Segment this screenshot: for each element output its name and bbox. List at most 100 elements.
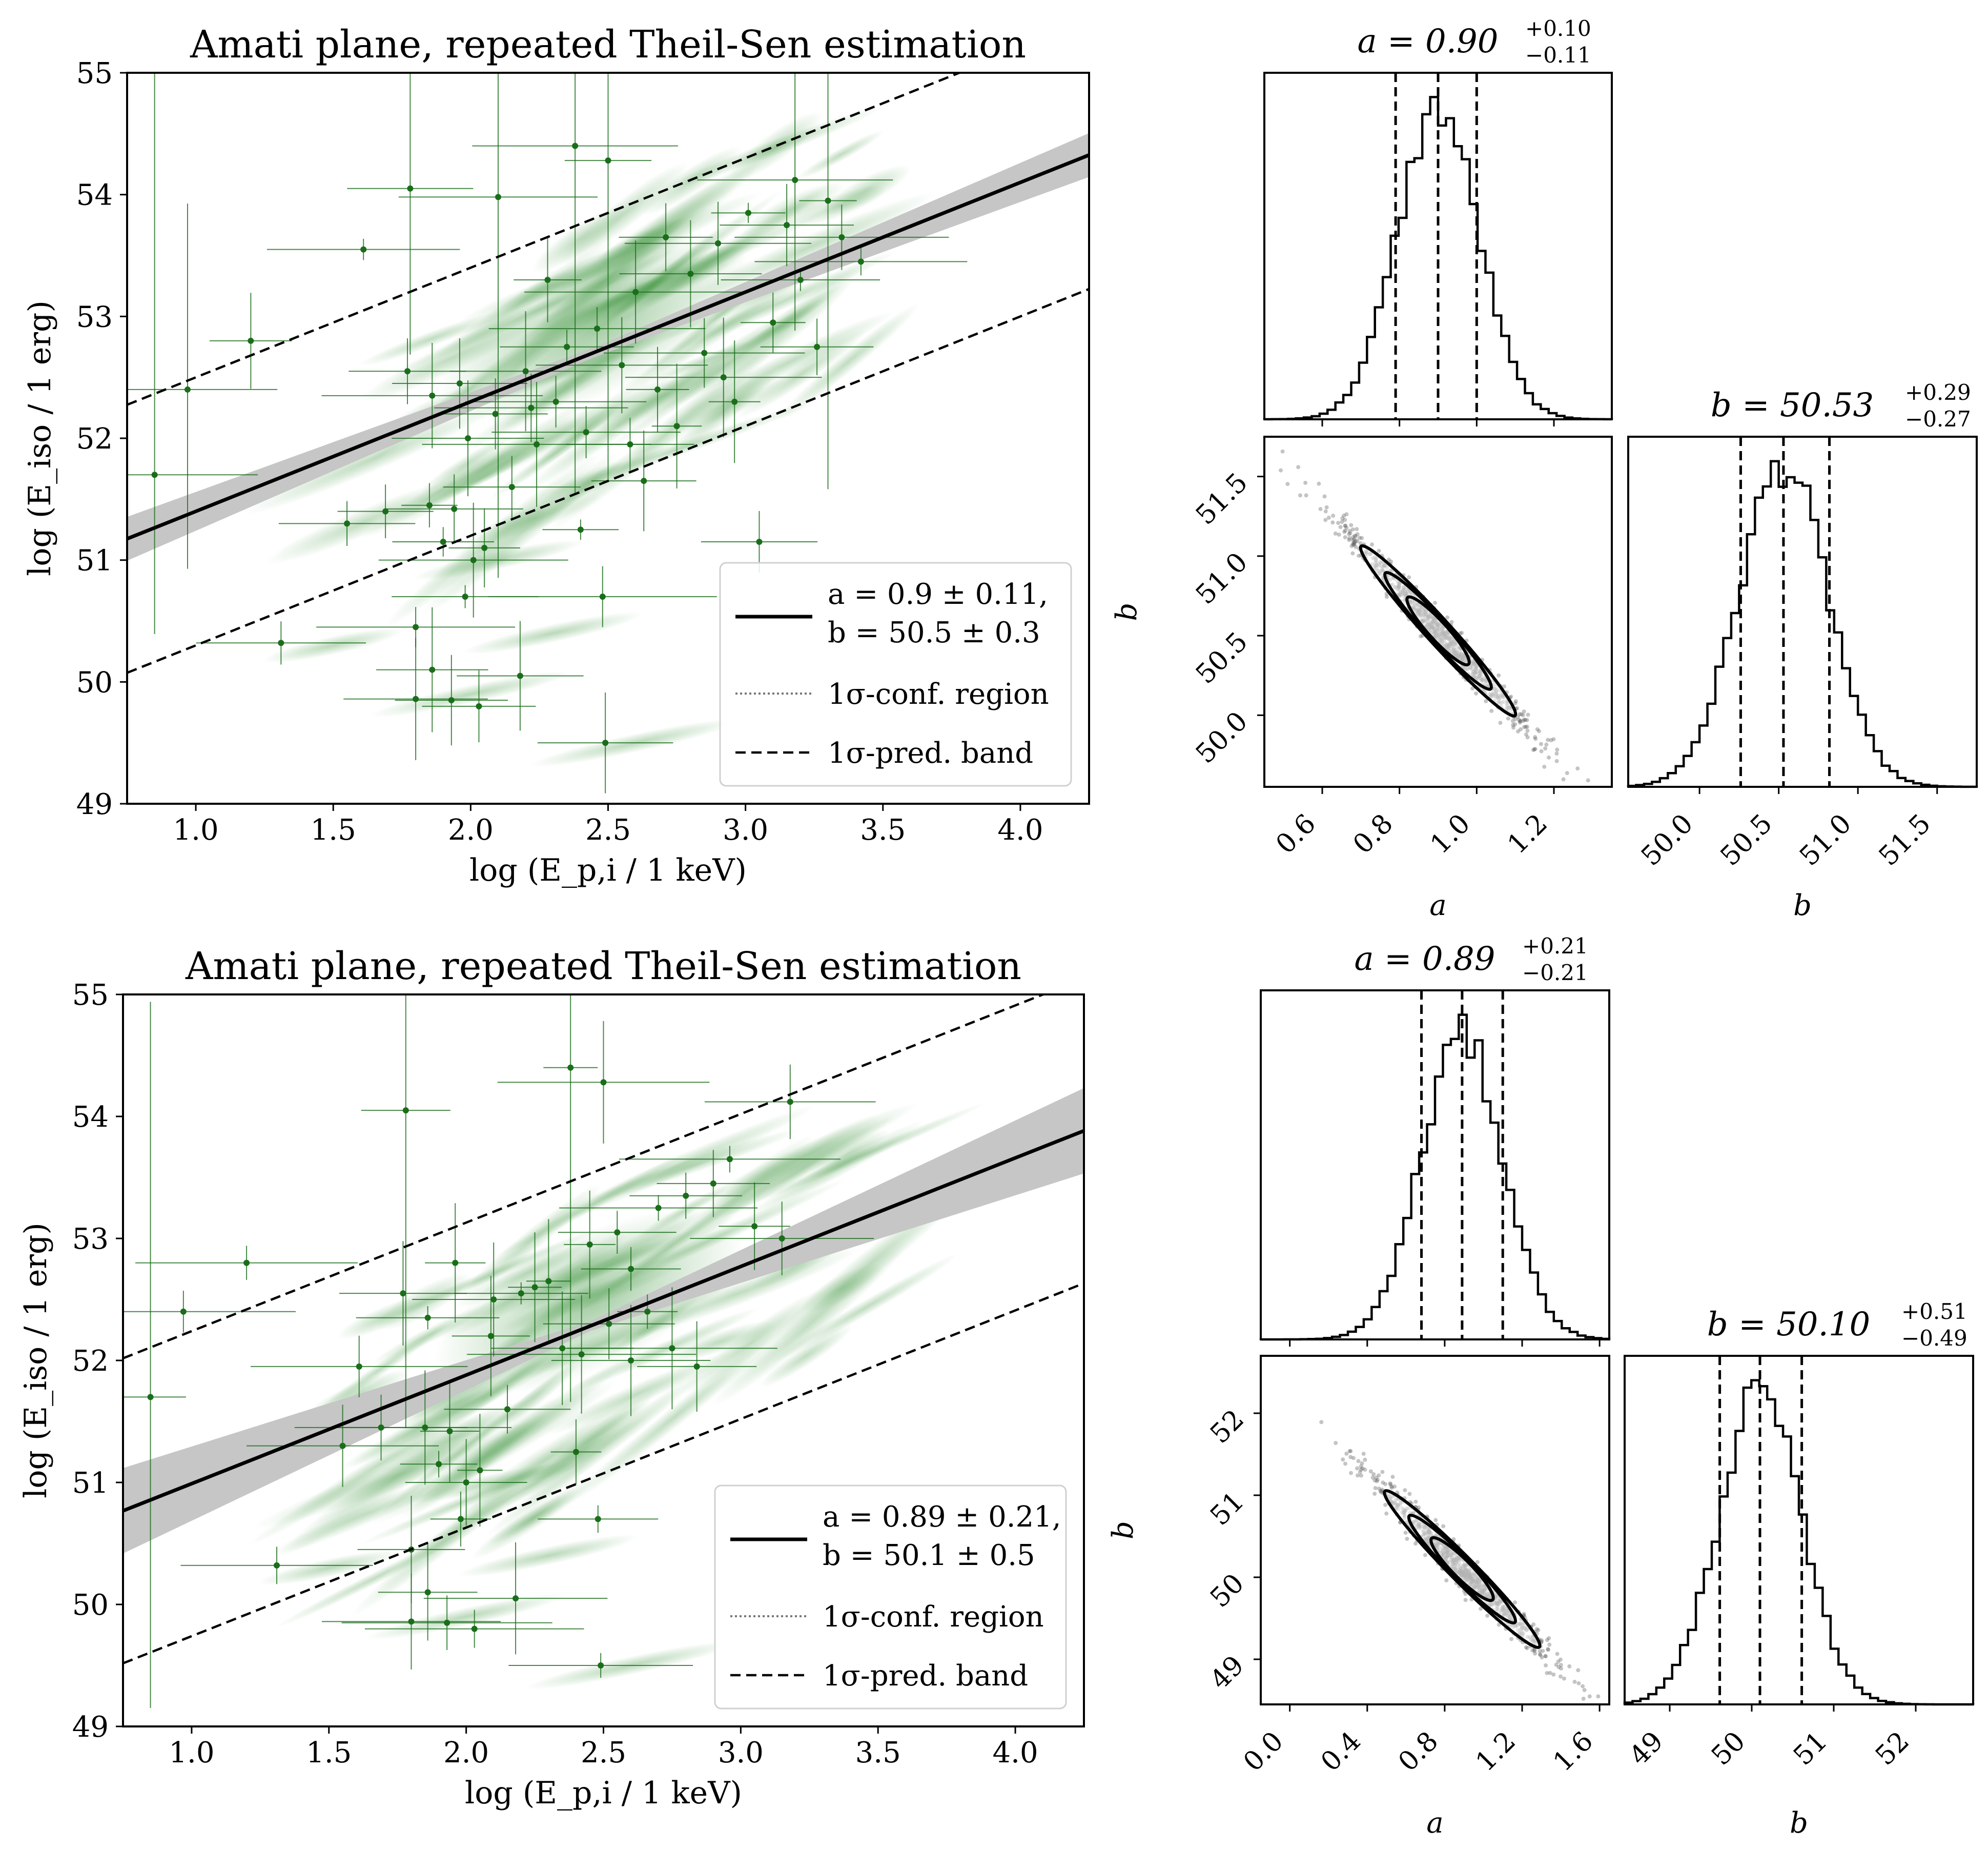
posterior-sample bbox=[1539, 742, 1543, 746]
data-point bbox=[440, 539, 446, 545]
posterior-sample bbox=[1479, 1606, 1483, 1611]
posterior-sample bbox=[1379, 1490, 1383, 1495]
data-point bbox=[838, 234, 845, 240]
data-point bbox=[857, 258, 864, 265]
data-point bbox=[407, 185, 414, 192]
data-point bbox=[586, 1241, 593, 1248]
probability-cloud bbox=[539, 1105, 816, 1227]
corner-panel-3: a = 0.89 +0.21−0.21 b = 50.10 +0.51−0.49 49 5… bbox=[1106, 933, 1974, 1840]
data-point bbox=[655, 1205, 662, 1211]
posterior-sample bbox=[1342, 513, 1346, 518]
prediction-band-lower bbox=[127, 288, 1089, 674]
posterior-sample bbox=[1350, 541, 1355, 546]
posterior-sample bbox=[1506, 716, 1510, 721]
posterior-sample bbox=[1348, 531, 1352, 536]
posterior-sample bbox=[1357, 536, 1362, 540]
posterior-sample bbox=[1510, 719, 1515, 723]
posterior-contour bbox=[1429, 1536, 1495, 1602]
posterior-sample bbox=[1561, 777, 1566, 782]
b-axis-label: b bbox=[1110, 603, 1143, 621]
posterior-sample bbox=[1403, 1488, 1407, 1493]
posterior-sample bbox=[1373, 1486, 1378, 1490]
posterior-sample bbox=[1378, 1489, 1383, 1493]
amati-panel-0: 1.0 1.5 2.0 2.5 3.0 3.5 4.0 49 50 51 52 53 54 55 Amati… bbox=[22, 23, 1090, 888]
data-point bbox=[745, 210, 752, 216]
posterior-sample bbox=[1525, 1646, 1529, 1651]
posterior-sample bbox=[1533, 1651, 1538, 1656]
posterior-sample bbox=[1449, 620, 1454, 624]
posterior-sample bbox=[1350, 538, 1355, 542]
posterior-sample bbox=[1347, 536, 1351, 540]
probability-cloud bbox=[370, 670, 571, 718]
data-point bbox=[792, 177, 798, 184]
posterior-sample bbox=[1518, 719, 1523, 723]
posterior-sample bbox=[1340, 520, 1344, 524]
data-point bbox=[402, 1107, 409, 1114]
a-tick-label: 0.6 bbox=[1270, 808, 1322, 860]
posterior-sample bbox=[1582, 1688, 1587, 1693]
chart-title: Amati plane, repeated Theil-Sen estimati… bbox=[190, 23, 1026, 67]
posterior-b-lower-err: −0.49 bbox=[1901, 1326, 1967, 1351]
posterior-sample bbox=[1581, 1684, 1585, 1689]
legend-fit-b: b = 50.1 ± 0.5 bbox=[823, 1539, 1035, 1572]
posterior-sample bbox=[1581, 1697, 1586, 1701]
data-point bbox=[778, 1235, 785, 1242]
posterior-sample bbox=[1541, 1649, 1545, 1653]
posterior-sample bbox=[1353, 539, 1358, 543]
probability-cloud bbox=[266, 480, 461, 564]
posterior-sample bbox=[1384, 1511, 1389, 1516]
posterior-sample bbox=[1572, 1679, 1577, 1684]
data-point bbox=[487, 1333, 494, 1339]
prediction-band-lower bbox=[123, 1282, 1084, 1664]
posterior-a-upper-err: +0.10 bbox=[1525, 16, 1591, 41]
data-point bbox=[477, 1467, 483, 1474]
posterior-sample bbox=[1348, 1455, 1353, 1459]
posterior-sample bbox=[1558, 1674, 1563, 1679]
x-tick-label: 2.5 bbox=[585, 813, 631, 847]
posterior-sample bbox=[1502, 684, 1506, 689]
posterior-sample bbox=[1444, 1578, 1449, 1583]
posterior-sample bbox=[1285, 482, 1290, 486]
posterior-sample bbox=[1359, 1473, 1363, 1478]
posterior-sample bbox=[1559, 1663, 1563, 1667]
posterior-sample bbox=[1554, 759, 1559, 763]
posterior-sample bbox=[1343, 535, 1347, 540]
data-point bbox=[274, 1562, 280, 1569]
posterior-sample bbox=[1279, 468, 1283, 473]
posterior-sample bbox=[1347, 528, 1352, 533]
posterior-sample bbox=[1517, 718, 1522, 722]
posterior-sample bbox=[1537, 729, 1542, 734]
probability-cloud bbox=[365, 1593, 567, 1640]
data-point bbox=[248, 337, 254, 344]
probability-cloud bbox=[736, 329, 867, 419]
posterior-sample bbox=[1556, 1659, 1561, 1664]
posterior-sample bbox=[1511, 725, 1516, 730]
probability-cloud bbox=[243, 404, 500, 515]
data-point bbox=[464, 435, 471, 441]
posterior-sample bbox=[1543, 1654, 1548, 1658]
posterior-sample bbox=[1576, 1681, 1581, 1685]
posterior-sample bbox=[1352, 540, 1357, 545]
y-tick-label: 52 bbox=[76, 422, 113, 456]
posterior-sample bbox=[1525, 718, 1529, 722]
data-point bbox=[492, 411, 499, 417]
data-point bbox=[339, 1442, 346, 1449]
posterior-sample bbox=[1497, 1622, 1501, 1627]
posterior-sample bbox=[1357, 554, 1361, 558]
data-point bbox=[408, 1618, 415, 1625]
probability-cloud bbox=[359, 311, 505, 367]
posterior-sample bbox=[1331, 514, 1336, 518]
posterior-sample bbox=[1489, 708, 1494, 713]
data-point bbox=[825, 197, 831, 204]
posterior-sample bbox=[1539, 749, 1544, 754]
posterior-a-title: a = 0.89 bbox=[1355, 940, 1495, 978]
joint-frame bbox=[1260, 1355, 1610, 1705]
data-point bbox=[476, 703, 482, 709]
a-axis-label: a bbox=[1429, 889, 1446, 922]
prediction-band-upper bbox=[123, 994, 1047, 1359]
data-point bbox=[627, 441, 633, 448]
posterior-sample bbox=[1513, 722, 1518, 727]
x-axis-label: log (E_p,i / 1 keV) bbox=[469, 852, 747, 888]
plot-area bbox=[123, 994, 1084, 1708]
data-point bbox=[632, 289, 639, 295]
